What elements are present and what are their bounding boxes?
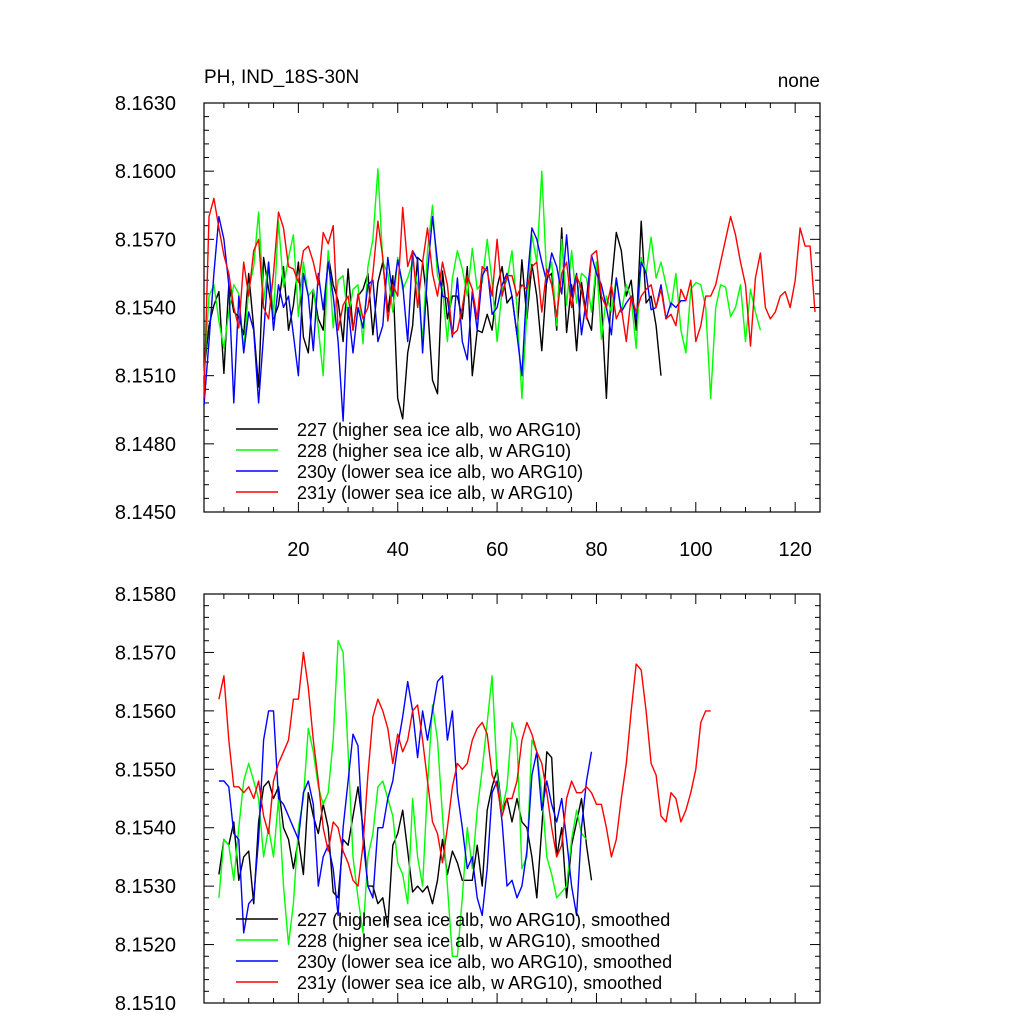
y-tick-label: 8.1580 <box>115 584 176 606</box>
y-tick-label: 8.1510 <box>115 993 176 1015</box>
top-panel-title: PH, IND_18S-30N <box>204 67 359 88</box>
series-line <box>203 215 686 422</box>
top-panel-legend: 227 (higher sea ice alb, wo ARG10)228 (h… <box>236 420 583 503</box>
x-tick-label: 20 <box>287 539 309 561</box>
y-tick-label: 8.1540 <box>115 818 176 840</box>
legend-label: 227 (higher sea ice alb, wo ARG10) <box>297 420 581 440</box>
series-line <box>218 751 593 928</box>
y-tick-label: 8.1600 <box>115 161 176 183</box>
legend-label: 230y (lower sea ice alb, wo ARG10) <box>297 462 583 482</box>
series-line <box>218 651 711 887</box>
top-panel-right-title: none <box>778 71 820 92</box>
bottom-panel-legend: 227 (higher sea ice alb, wo ARG10), smoo… <box>236 910 672 993</box>
series-line <box>203 168 762 400</box>
bottom-plot-frame <box>203 593 821 1004</box>
bottom-panel: 8.1510 8.1520 8.1530 8.1540 8.1550 8.1560 8.15… <box>115 584 821 1015</box>
legend-label: 228 (higher sea ice alb, w ARG10), smoot… <box>297 931 660 951</box>
series-line <box>203 197 816 399</box>
y-tick-label: 8.1520 <box>115 935 176 957</box>
x-tick-label: 120 <box>778 539 811 561</box>
legend-label: 231y (lower sea ice alb, w ARG10) <box>297 483 573 503</box>
x-tick-label: 40 <box>387 539 409 561</box>
y-tick-label: 8.1550 <box>115 759 176 781</box>
bottom-panel-series <box>218 640 711 957</box>
y-tick-label: 8.1510 <box>115 366 176 388</box>
top-panel-ticks: 8.1450 8.1480 8.1510 8.1540 8.1570 8.1600 8.16… <box>115 93 820 561</box>
top-panel-series <box>203 168 816 422</box>
y-tick-label: 8.1450 <box>115 502 176 524</box>
y-tick-label: 8.1570 <box>115 642 176 664</box>
series-line <box>218 675 593 934</box>
legend-label: 228 (higher sea ice alb, w ARG10) <box>297 441 571 461</box>
legend-label: 227 (higher sea ice alb, wo ARG10), smoo… <box>297 910 670 930</box>
y-tick-label: 8.1530 <box>115 876 176 898</box>
bottom-panel-ticks: 8.1510 8.1520 8.1530 8.1540 8.1550 8.1560 8.15… <box>115 584 820 1015</box>
y-tick-label: 8.1630 <box>115 93 176 115</box>
y-tick-label: 8.1560 <box>115 701 176 723</box>
top-panel: PH, IND_18S-30N none 8.14508.14808.15108… <box>115 67 821 561</box>
x-tick-label: 100 <box>679 539 712 561</box>
x-tick-label: 60 <box>486 539 508 561</box>
x-tick-label: 80 <box>585 539 607 561</box>
y-tick-label: 8.1540 <box>115 298 176 320</box>
legend-label: 230y (lower sea ice alb, wo ARG10), smoo… <box>297 952 672 972</box>
legend-label: 231y (lower sea ice alb, w ARG10), smoot… <box>297 973 662 993</box>
y-tick-label: 8.1570 <box>115 229 176 251</box>
y-tick-label: 8.1480 <box>115 434 176 456</box>
